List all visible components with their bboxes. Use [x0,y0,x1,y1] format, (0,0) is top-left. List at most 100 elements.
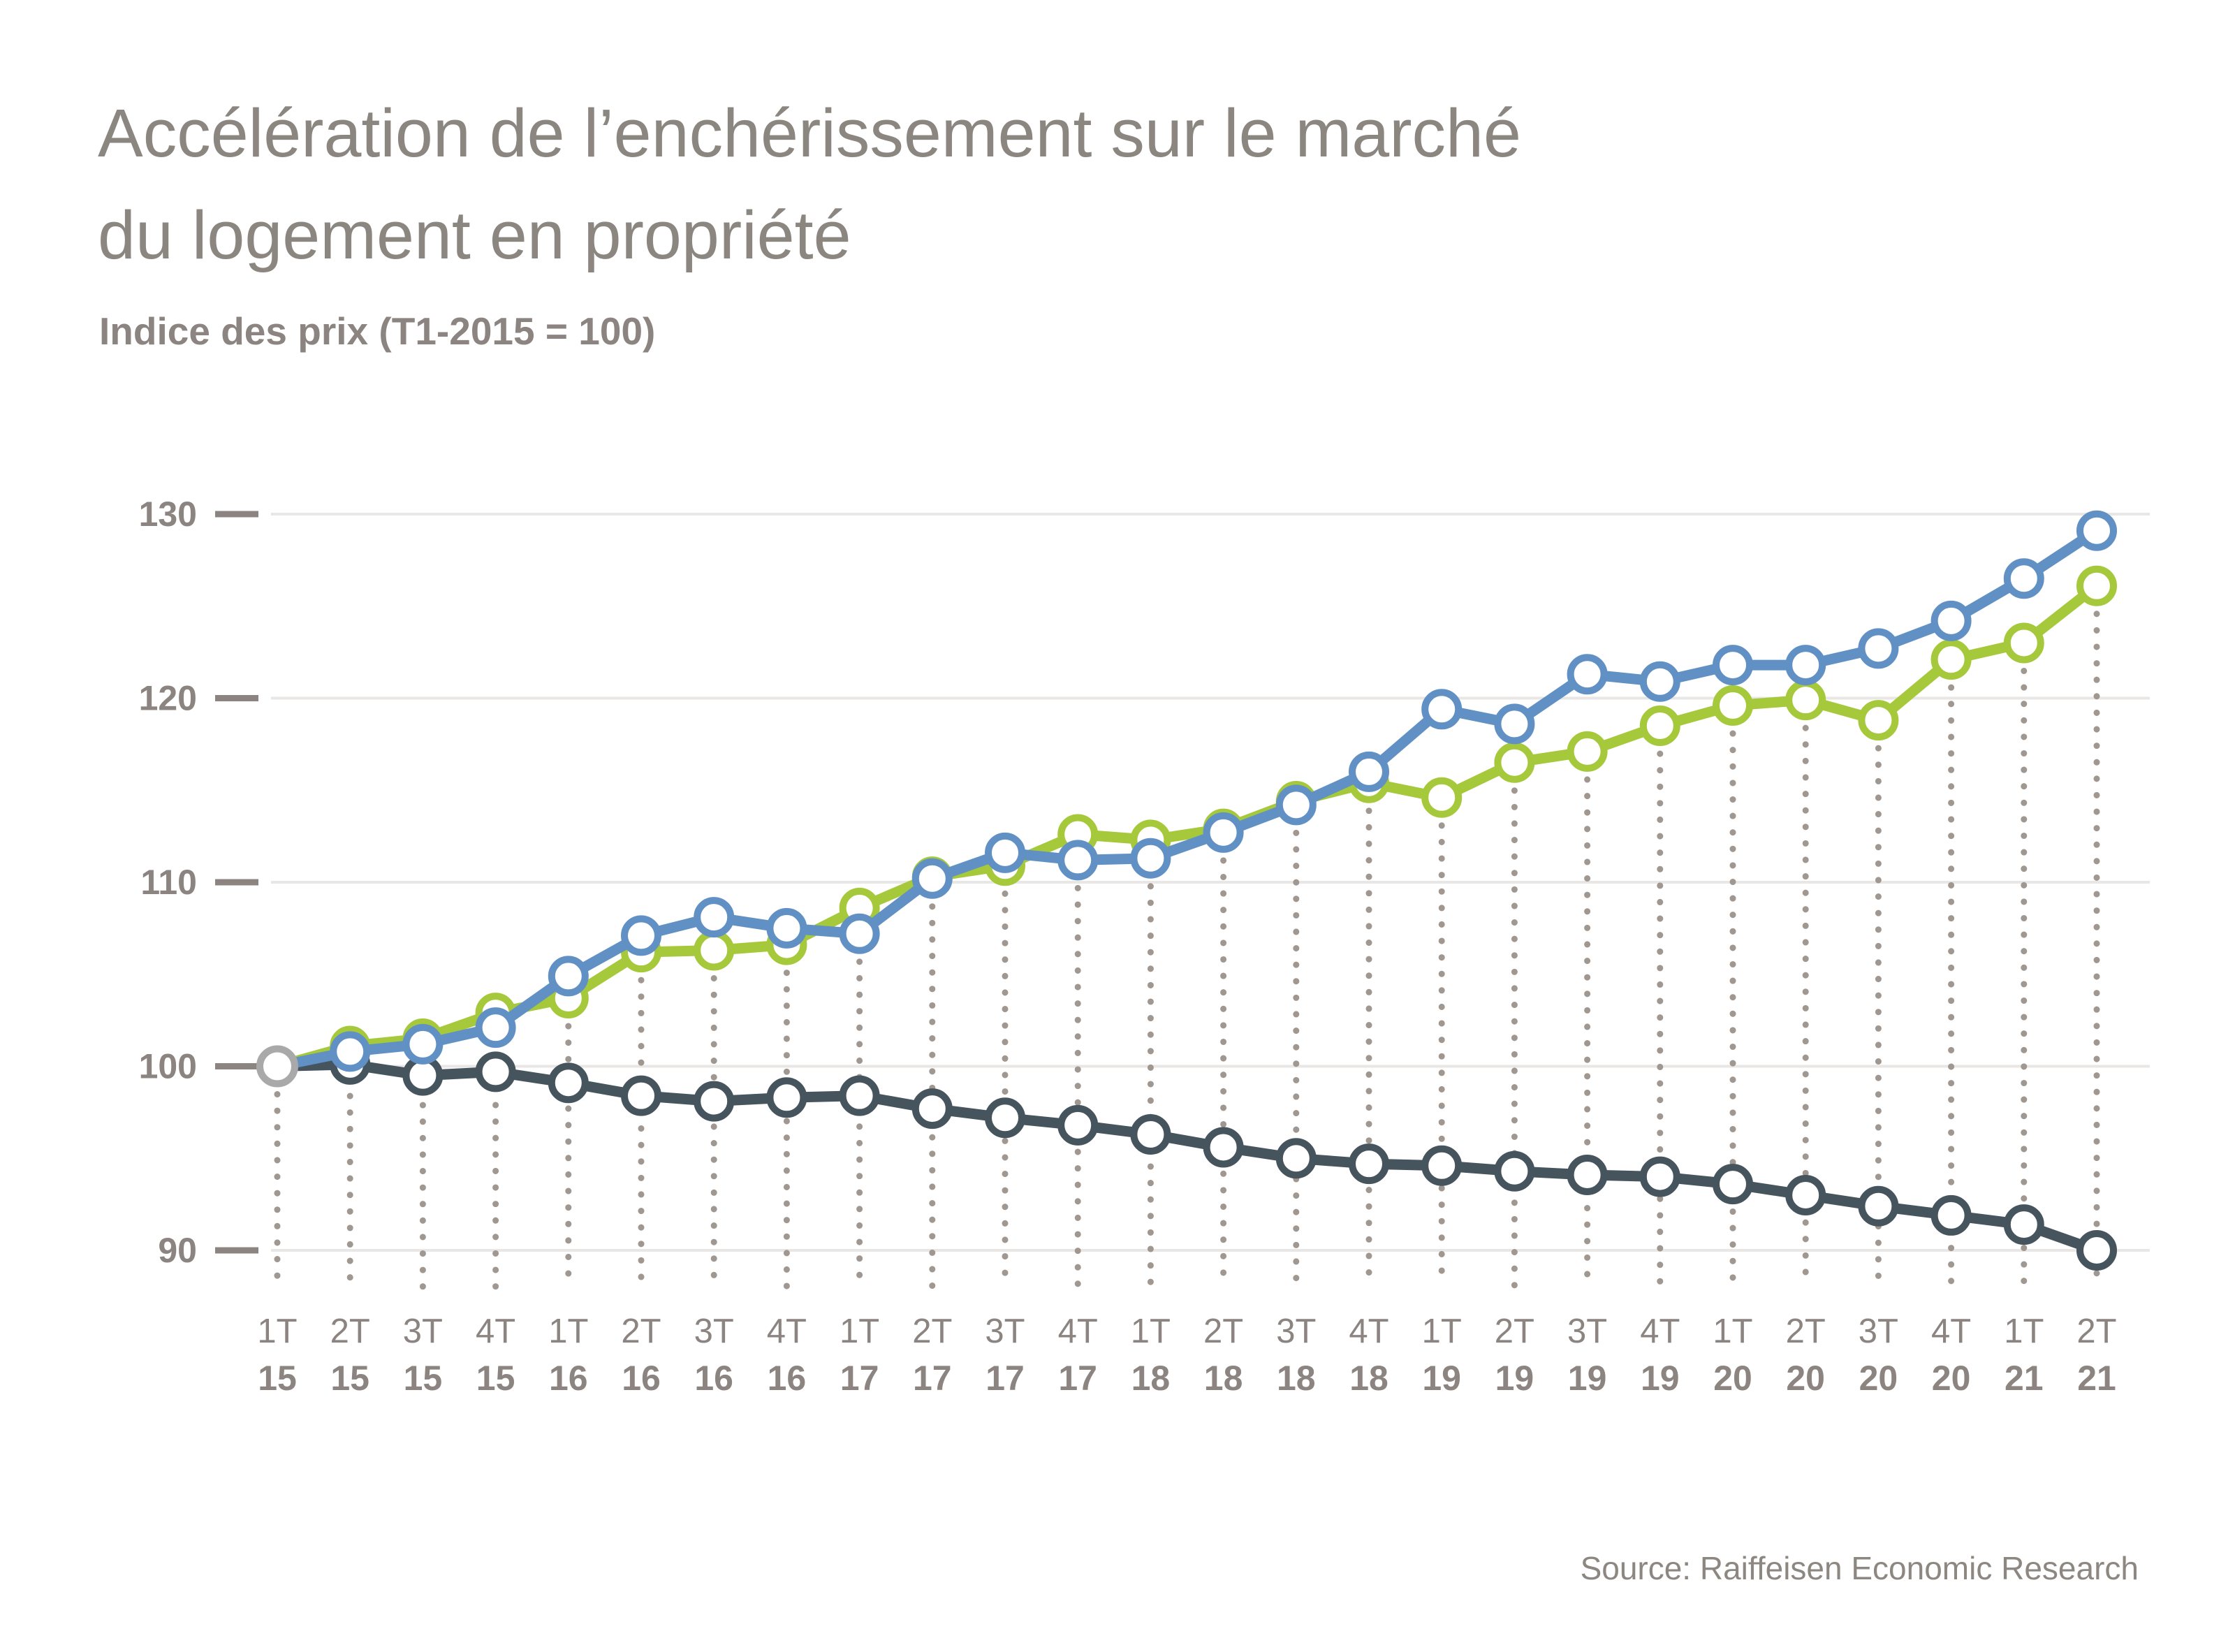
data-point-dark-series [1713,1164,1753,1205]
data-point-blue-series [1713,645,1753,686]
x-tick-year-label: 20 [1786,1359,1825,1398]
data-point-blue-series [1567,654,1608,695]
x-tick-year-label: 15 [404,1359,443,1398]
data-point-dark-series [548,1062,589,1104]
x-tick-quarter-label: 1T [1713,1313,1752,1350]
x-tick-year-label: 16 [549,1359,588,1398]
x-tick-quarter-label: 2T [2076,1313,2116,1350]
data-point-blue-series [1639,661,1680,702]
chart-subtitle: Indice des prix (T1-2015 = 100) [99,309,656,353]
x-tick-year-label: 17 [985,1359,1025,1398]
source-credit: Source: Raiffeisen Economic Research [1580,1550,2139,1586]
x-tick-quarter-label: 3T [985,1313,1025,1350]
x-tick-quarter-label: 1T [257,1313,297,1350]
data-point-dark-series [1275,1138,1317,1179]
data-point-green-series [1713,685,1753,726]
data-point-blue-series [475,1007,516,1048]
y-tick-label-130: 130 [139,495,197,534]
data-point-blue-series [1930,600,1972,641]
x-tick-quarter-label: 4T [767,1313,807,1350]
data-point-dark-series [1130,1113,1171,1155]
data-point-green-series [1567,731,1608,772]
data-point-green-series [1785,680,1826,721]
x-tick-quarter-label: 4T [1349,1313,1388,1350]
data-point-dark-series [985,1097,1025,1139]
x-tick-quarter-label: 3T [694,1313,734,1350]
data-point-blue-series [694,897,735,938]
data-point-dark-series [766,1077,807,1118]
data-point-dark-series [1858,1185,1899,1227]
x-tick-quarter-label: 3T [1567,1313,1607,1350]
data-point-blue-series [1057,840,1099,881]
chart-title-line1: Accélération de l’enchérissement sur le … [98,95,1521,171]
x-tick-year-label: 21 [2077,1359,2116,1398]
data-point-dark-series [694,1081,735,1122]
x-tick-year-label: 15 [258,1359,297,1398]
x-tick-year-label: 19 [1568,1359,1607,1398]
x-tick-year-label: 15 [330,1359,369,1398]
chart-title-line2: du logement en propriété [98,197,851,273]
x-tick-year-label: 16 [768,1359,807,1398]
x-tick-year-label: 19 [1495,1359,1534,1398]
data-point-green-series [2003,622,2044,664]
data-point-dark-series [2003,1204,2044,1245]
data-point-green-series [2076,565,2117,606]
x-tick-quarter-label: 3T [1859,1313,1898,1350]
y-tick-label-90: 90 [158,1231,197,1270]
x-tick-quarter-label: 2T [1495,1313,1534,1350]
x-tick-year-label: 18 [1131,1359,1171,1398]
data-point-blue-series [911,858,953,899]
data-point-blue-series [1858,628,1899,669]
x-tick-year-label: 20 [1932,1359,1971,1398]
series-line-blue-series [272,525,2102,1072]
data-point-dark-series [1567,1154,1608,1195]
x-tick-year-label: 15 [476,1359,515,1398]
x-tick-quarter-label: 1T [1131,1313,1171,1350]
data-point-blue-series [548,956,589,997]
x-tick-year-label: 20 [1859,1359,1898,1398]
x-tick-quarter-label: 2T [912,1313,952,1350]
data-point-blue-series [330,1031,371,1072]
x-tick-quarter-label: 3T [1276,1313,1316,1350]
data-point-blue-series [985,832,1025,873]
x-tick-quarter-label: 1T [1422,1313,1462,1350]
x-tick-year-label: 21 [2005,1359,2044,1398]
y-tick-label-110: 110 [140,863,197,902]
x-tick-quarter-label: 4T [1640,1313,1680,1350]
data-point-blue-series [1130,838,1171,879]
data-point-dark-series [1930,1194,1972,1236]
data-point-dark-series [621,1075,661,1116]
x-tick-quarter-label: 1T [548,1313,588,1350]
x-tick-quarter-label: 2T [330,1313,370,1350]
data-point-blue-series [839,913,880,954]
x-tick-year-label: 19 [1422,1359,1461,1398]
x-tick-year-label: 18 [1277,1359,1316,1398]
x-tick-quarter-label: 2T [1203,1313,1243,1350]
x-tick-year-label: 17 [1058,1359,1097,1398]
data-point-dark-series [1639,1156,1680,1197]
start-marker [256,1045,298,1088]
x-tick-year-label: 16 [694,1359,733,1398]
data-point-blue-series [1203,812,1244,853]
data-point-dark-series [1421,1145,1463,1186]
data-point-green-series [694,930,735,971]
data-point-blue-series [1421,689,1463,730]
x-tick-year-label: 19 [1641,1359,1680,1398]
x-tick-year-label: 18 [1204,1359,1243,1398]
x-tick-year-label: 16 [622,1359,661,1398]
data-point-blue-series [1349,751,1389,792]
data-point-dark-series [839,1075,880,1116]
data-point-dark-series [1203,1127,1244,1168]
data-point-green-series [1494,742,1535,783]
x-tick-year-label: 17 [840,1359,879,1398]
x-tick-quarter-label: 4T [1058,1313,1098,1350]
data-point-dark-series [1349,1143,1389,1185]
chart-title: Accélération de l’enchérissement sur le … [98,82,1521,286]
x-tick-year-label: 18 [1349,1359,1388,1398]
data-point-dark-series [1494,1150,1535,1192]
y-tick-label-100: 100 [139,1047,197,1086]
data-point-blue-series [2003,558,2044,599]
x-tick-quarter-label: 2T [621,1313,661,1350]
